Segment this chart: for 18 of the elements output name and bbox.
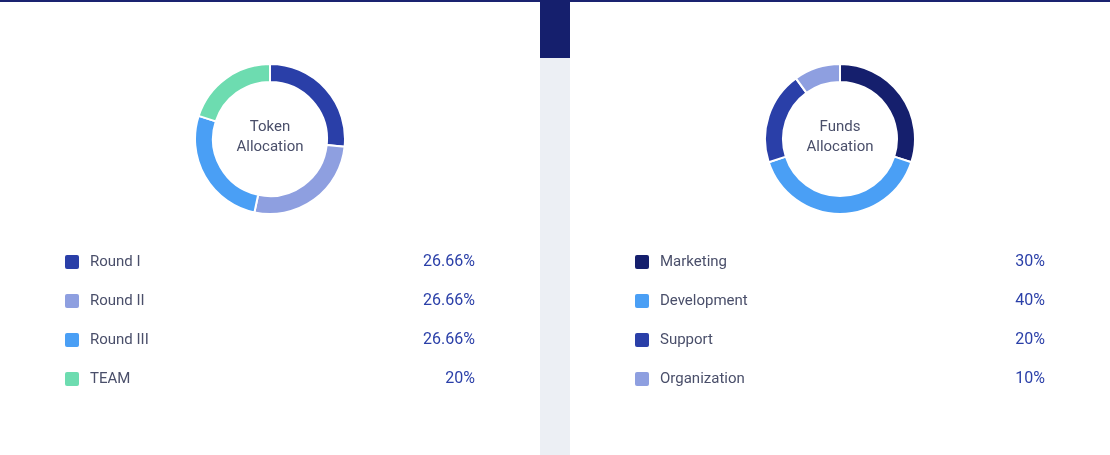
data-label: 20% — [1015, 329, 1045, 348]
text: Funds Allocation — [805, 116, 875, 156]
data-label: 30% — [1015, 251, 1045, 270]
data-label: 26.66% — [423, 290, 475, 309]
legend-label: Organization — [660, 369, 745, 387]
data-label: 26.66% — [423, 251, 475, 270]
data-label: 26.66% — [423, 329, 475, 348]
legend-label: Support — [660, 330, 713, 348]
legend-label: Development — [660, 291, 748, 309]
data-label: 20% — [445, 368, 475, 387]
legend-label: Round II — [90, 291, 145, 309]
data-label: 40% — [1015, 290, 1045, 309]
text: Token Allocation — [235, 116, 305, 156]
data-label: 10% — [1015, 368, 1045, 387]
legend-label: TEAM — [90, 369, 131, 387]
legend-label: Round I — [90, 252, 141, 270]
legend-label: Round III — [90, 330, 149, 348]
legend-label: Marketing — [660, 252, 728, 270]
